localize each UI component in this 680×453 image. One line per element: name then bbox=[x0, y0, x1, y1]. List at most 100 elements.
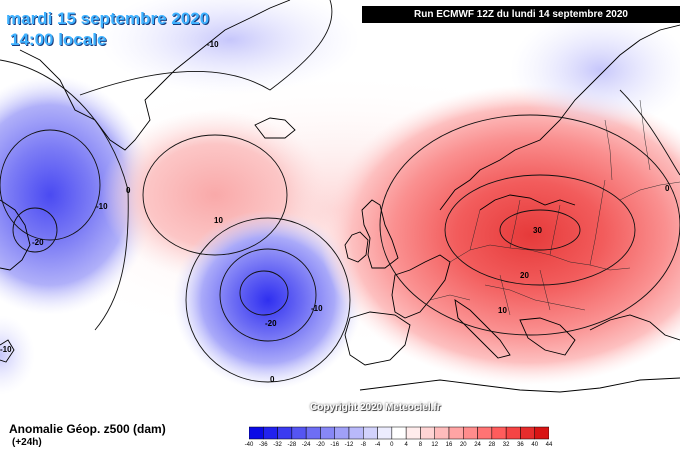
contour-atlantic-low-0 bbox=[185, 217, 351, 383]
scale-tick-label: 12 bbox=[431, 442, 439, 448]
scale-swatch bbox=[448, 426, 464, 440]
color-scale-ticks: -40 -36 -32 -28 -24 -20 -16 -12 -8 -4 0 4 8 12 16 20 24 2… bbox=[245, 442, 553, 452]
contour-labels: -10 -10 -20 0 10 -10 -20 0 -10 30 20 10 … bbox=[0, 40, 670, 384]
ireland-coast bbox=[344, 231, 369, 263]
contour-labrador-0 bbox=[0, 59, 129, 331]
arctic-negative-area bbox=[510, 10, 680, 130]
scale-tick-label: 4 bbox=[404, 442, 408, 448]
scale-swatch bbox=[363, 426, 378, 440]
contour-label-labrador: -10 bbox=[96, 202, 108, 211]
variable-title: Anomalie Géop. z500 (dam) bbox=[9, 422, 166, 436]
scale-swatch bbox=[434, 426, 450, 440]
country-borders bbox=[429, 99, 680, 316]
greenland-coast bbox=[19, 0, 291, 151]
labrador-low-area bbox=[0, 75, 155, 315]
scale-swatch bbox=[505, 426, 521, 440]
scale-tick-label: -8 bbox=[360, 442, 366, 448]
forecast-lead: (+24h) bbox=[12, 437, 42, 448]
scale-swatch bbox=[491, 426, 507, 440]
scale-swatch bbox=[320, 426, 335, 440]
scale-tick-label: -24 bbox=[301, 442, 311, 448]
scale-swatch bbox=[348, 426, 364, 440]
europe-high-area bbox=[320, 85, 680, 385]
scandinavia-coast bbox=[439, 24, 680, 211]
contour-label-europe-10: 10 bbox=[498, 306, 507, 315]
legend-footer: Anomalie Géop. z500 (dam) (+24h) -40 -36-… bbox=[0, 415, 680, 453]
contour-label-atlantic-low-zero: 0 bbox=[270, 375, 275, 384]
scale-swatch bbox=[534, 426, 549, 440]
iceland-coast bbox=[254, 117, 296, 139]
scale-tick-label: 0 bbox=[390, 442, 394, 448]
contour-lines bbox=[0, 0, 680, 383]
coastlines bbox=[0, 0, 680, 393]
scale-tick-label: 16 bbox=[445, 442, 453, 448]
scale-swatch bbox=[405, 426, 421, 440]
scale-tick-label: -36 bbox=[258, 442, 268, 448]
scale-tick-label: 36 bbox=[517, 442, 524, 448]
scale-swatch bbox=[334, 426, 350, 440]
scale-tick-label: -4 bbox=[374, 442, 381, 448]
contour-europe-20 bbox=[444, 174, 636, 286]
scale-tick-label: 40 bbox=[531, 442, 539, 448]
contour-atlantic-high-10 bbox=[142, 134, 288, 256]
anomaly-map: -10 -10 -20 0 10 -10 -20 0 -10 30 20 10 … bbox=[0, 0, 680, 395]
newfoundland-coast bbox=[0, 339, 15, 363]
color-scale-bar bbox=[249, 426, 549, 440]
contour-label-atlantic-high: 10 bbox=[214, 216, 223, 225]
left-edge-low-area bbox=[0, 315, 35, 395]
north-africa-coast bbox=[359, 377, 680, 393]
scale-swatch bbox=[391, 426, 407, 440]
scale-tick-label: -12 bbox=[344, 442, 354, 448]
contour-east-0 bbox=[619, 89, 680, 176]
forecast-date: mardi 15 septembre 2020 bbox=[6, 9, 210, 28]
scale-tick-label: -28 bbox=[287, 442, 297, 448]
scale-swatch bbox=[305, 426, 321, 440]
scale-tick-label: 44 bbox=[545, 442, 553, 448]
scale-tick-label: -40 bbox=[244, 442, 254, 448]
france-coast bbox=[391, 254, 451, 319]
baltic-coast bbox=[479, 194, 576, 211]
contour-atlantic-low-20 bbox=[239, 270, 289, 316]
black-sea-coast bbox=[589, 314, 680, 341]
scale-swatch bbox=[463, 426, 478, 440]
contour-label-east-zero: 0 bbox=[665, 184, 670, 193]
copyright-notice: Copyright 2020 Meteociel.fr bbox=[310, 402, 441, 413]
labrador-coast bbox=[0, 199, 31, 271]
scale-tick-label: 32 bbox=[502, 442, 510, 448]
scale-tick-label: -32 bbox=[273, 442, 282, 448]
scale-tick-label: 24 bbox=[474, 442, 481, 448]
scale-swatch bbox=[263, 426, 278, 440]
scale-swatch bbox=[249, 426, 264, 440]
scale-swatch bbox=[477, 426, 493, 440]
scale-swatch bbox=[277, 426, 293, 440]
contour-label-greenland-top: -10 bbox=[207, 40, 219, 49]
scale-tick-label: -16 bbox=[330, 442, 340, 448]
contour-label-greenland-zero: 0 bbox=[126, 186, 131, 195]
scale-swatch bbox=[291, 426, 307, 440]
contour-label-europe-30: 30 bbox=[533, 226, 542, 235]
contour-label-atlantic-low-minus10: -10 bbox=[311, 304, 323, 313]
contour-label-atlantic-low-minus20: -20 bbox=[265, 319, 277, 328]
contour-atlantic-low-10 bbox=[219, 248, 317, 342]
contour-europe-10 bbox=[379, 114, 680, 336]
britain-coast bbox=[361, 199, 399, 269]
iberia-coast bbox=[344, 311, 411, 366]
forecast-local-time: 14:00 locale bbox=[10, 30, 107, 49]
contour-greenland-0 bbox=[79, 0, 333, 96]
scale-tick-label: 28 bbox=[488, 442, 496, 448]
contour-labrador-10 bbox=[0, 129, 101, 241]
contour-label-europe-20: 20 bbox=[520, 271, 529, 280]
model-run-banner: Run ECMWF 12Z du lundi 14 septembre 2020 bbox=[362, 6, 680, 23]
scale-swatch bbox=[420, 426, 435, 440]
scale-tick-label: 8 bbox=[418, 442, 423, 448]
contour-labrador-20 bbox=[12, 207, 58, 253]
balkans-coast bbox=[519, 317, 576, 356]
contour-label-labrador-minus20: -20 bbox=[32, 238, 44, 247]
scale-tick-label: 20 bbox=[459, 442, 467, 448]
greenland-negative-area bbox=[100, 0, 360, 95]
scale-swatch bbox=[377, 426, 393, 440]
contour-label-left-edge: -10 bbox=[0, 345, 12, 354]
scale-tick-label: -20 bbox=[316, 442, 325, 448]
contour-europe-30 bbox=[499, 209, 581, 251]
